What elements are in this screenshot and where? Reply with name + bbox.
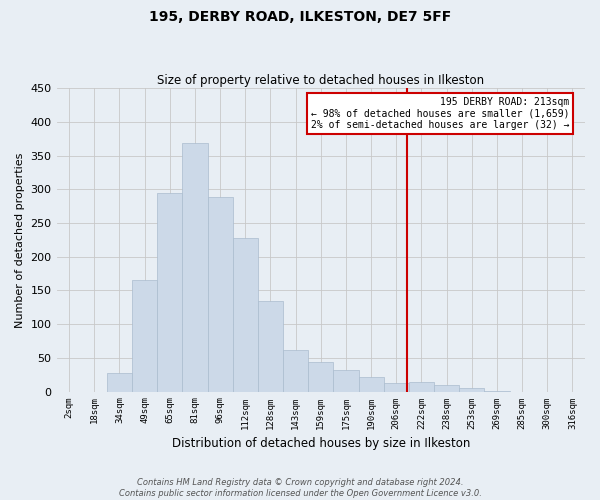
Bar	[132, 280, 157, 392]
Bar	[258, 300, 283, 392]
X-axis label: Distribution of detached houses by size in Ilkeston: Distribution of detached houses by size …	[172, 437, 470, 450]
Text: 195 DERBY ROAD: 213sqm
← 98% of detached houses are smaller (1,659)
2% of semi-d: 195 DERBY ROAD: 213sqm ← 98% of detached…	[311, 98, 569, 130]
Bar	[208, 198, 233, 392]
Bar	[434, 385, 459, 392]
Bar	[233, 238, 258, 392]
Bar	[459, 388, 484, 392]
Bar	[383, 383, 409, 392]
Bar	[157, 192, 182, 392]
Bar	[359, 376, 383, 392]
Bar	[107, 372, 132, 392]
Bar	[334, 370, 359, 392]
Y-axis label: Number of detached properties: Number of detached properties	[15, 152, 25, 328]
Text: Contains HM Land Registry data © Crown copyright and database right 2024.
Contai: Contains HM Land Registry data © Crown c…	[119, 478, 481, 498]
Bar	[283, 350, 308, 392]
Title: Size of property relative to detached houses in Ilkeston: Size of property relative to detached ho…	[157, 74, 484, 87]
Bar	[308, 362, 334, 392]
Bar	[409, 382, 434, 392]
Bar	[182, 144, 208, 392]
Text: 195, DERBY ROAD, ILKESTON, DE7 5FF: 195, DERBY ROAD, ILKESTON, DE7 5FF	[149, 10, 451, 24]
Bar	[484, 391, 509, 392]
